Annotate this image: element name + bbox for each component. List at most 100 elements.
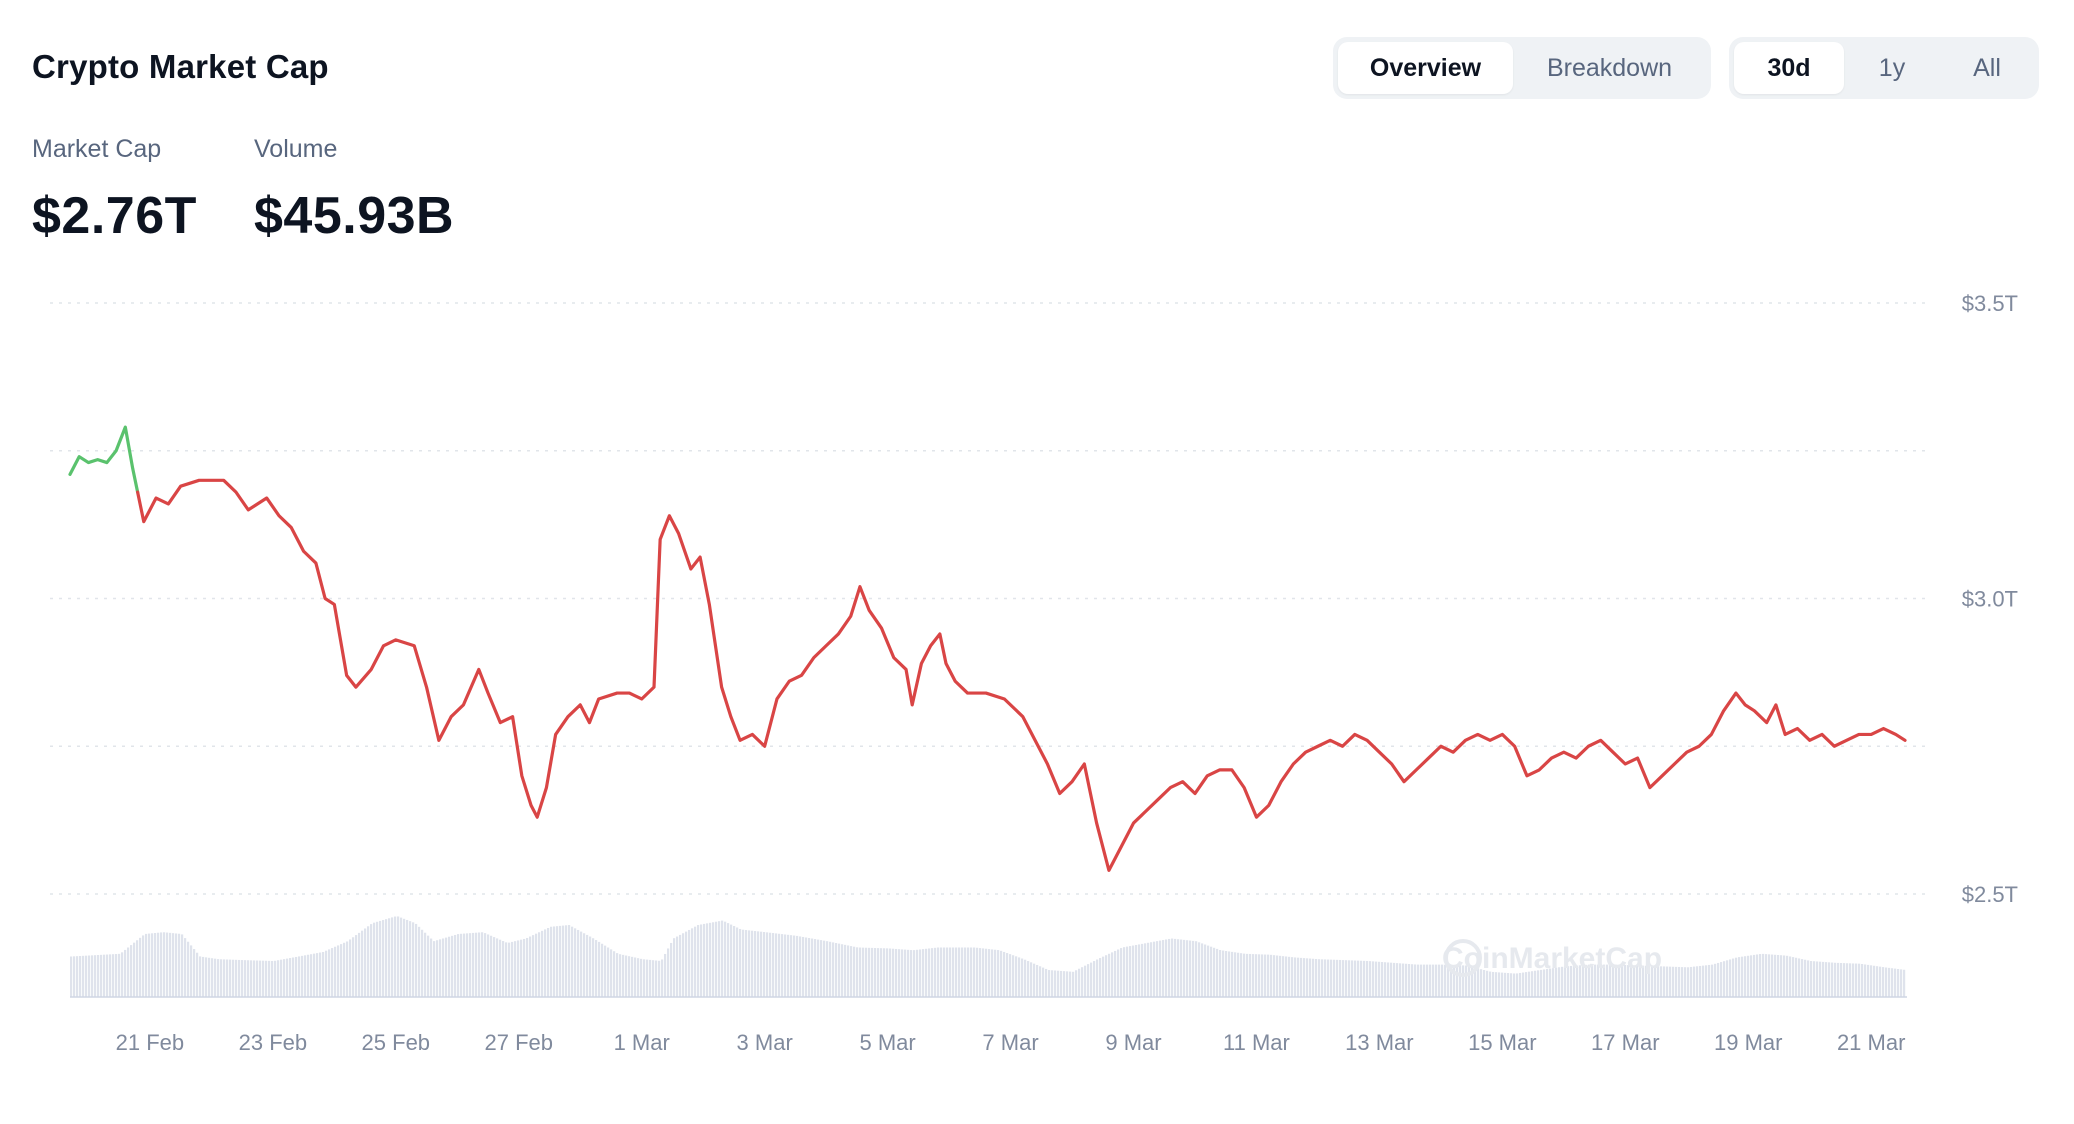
volume-bar (901, 949, 904, 997)
volume-bar (1729, 959, 1732, 997)
volume-bar (976, 947, 979, 997)
volume-bar (217, 959, 220, 997)
volume-bar (913, 950, 916, 997)
volume-bar (670, 942, 673, 997)
volume-bar (1816, 961, 1819, 997)
volume-bar (931, 948, 934, 997)
volume-bar (586, 934, 589, 997)
volume-bar (1342, 960, 1345, 997)
volume-bar (124, 949, 127, 997)
volume-bar (331, 948, 334, 997)
volume-bar (460, 933, 463, 997)
volume-bar (682, 933, 685, 997)
volume-bar (1843, 963, 1846, 997)
x-tick-label: 3 Mar (737, 1030, 793, 1055)
volume-bar (1441, 964, 1444, 997)
volume-bar (280, 959, 283, 997)
range-1y[interactable]: 1y (1878, 53, 1906, 82)
volume-bar (508, 942, 511, 997)
volume-bar (1447, 964, 1450, 997)
volume-bar (742, 929, 745, 997)
volume-bar (907, 949, 910, 997)
volume-bar (880, 948, 883, 997)
volume-bar (1900, 969, 1903, 997)
volume-bar (127, 947, 130, 997)
volume-bar (943, 947, 946, 997)
volume-bar (1009, 954, 1012, 997)
volume-bar (1483, 969, 1486, 997)
volume-bar (703, 923, 706, 997)
range-30d[interactable]: 30d (1734, 42, 1844, 94)
volume-bar (466, 933, 469, 997)
volume-stat: Volume $45.93B (254, 135, 454, 246)
volume-bar (1828, 962, 1831, 997)
volume-bar (871, 947, 874, 997)
volume-bar (1162, 940, 1165, 997)
volume-bar (310, 954, 313, 997)
volume-bar (1246, 953, 1249, 997)
volume-bar (802, 936, 805, 997)
volume-bar (1873, 965, 1876, 997)
volume-bar (1204, 944, 1207, 997)
volume-bar (1780, 955, 1783, 997)
volume-bar (526, 937, 529, 997)
volume-bar (1591, 964, 1594, 997)
volume-bar (1735, 957, 1738, 997)
y-grid (50, 302, 1928, 895)
volume-bar (1813, 961, 1816, 997)
volume-bar (322, 952, 325, 997)
volume-bar (598, 941, 601, 997)
volume-bar (70, 956, 73, 997)
volume-bar (514, 941, 517, 997)
volume-bar (1411, 964, 1414, 997)
volume-bar (1819, 961, 1822, 997)
volume-bar (733, 926, 736, 997)
volume-bar (412, 922, 415, 997)
volume-bar (883, 948, 886, 997)
volume-bar (1213, 947, 1216, 997)
volume-bar (955, 947, 958, 997)
volume-bar (433, 941, 436, 997)
volume-bar (934, 947, 937, 997)
volume-bar (1027, 961, 1030, 997)
volume-bar (910, 950, 913, 997)
volume-bar (1615, 964, 1618, 997)
volume-bar (1882, 967, 1885, 997)
volume-bar (994, 949, 997, 997)
volume-bar (418, 926, 421, 997)
tab-overview[interactable]: Overview (1338, 42, 1513, 94)
volume-bar (406, 919, 409, 997)
volume-bar (1186, 940, 1189, 997)
tab-breakdown[interactable]: Breakdown (1546, 53, 1673, 82)
volume-bar (1663, 966, 1666, 997)
volume-bar (79, 956, 82, 997)
volume-bar (937, 947, 940, 997)
range-all[interactable]: All (1973, 53, 2001, 82)
range-toggle: 30d 1y All (1729, 37, 2039, 99)
volume-bar (346, 941, 349, 997)
volume-bar (481, 932, 484, 997)
volume-bar (1855, 963, 1858, 997)
volume-bar (1765, 954, 1768, 997)
volume-bar (1651, 965, 1654, 997)
volume-bar (1489, 971, 1492, 997)
volume-bar (553, 926, 556, 997)
volume-bar (523, 938, 526, 997)
volume-bar (634, 957, 637, 997)
volume-bar (583, 933, 586, 997)
volume-bar (1228, 951, 1231, 997)
volume-bar (1552, 968, 1555, 997)
volume-bar (1852, 963, 1855, 997)
volume-bar (1561, 966, 1564, 997)
volume-bar (547, 927, 550, 997)
volume-bar (1849, 963, 1852, 997)
volume-bar (1129, 946, 1132, 997)
volume-bar (157, 932, 160, 997)
volume-bar (1357, 960, 1360, 997)
volume-bar (1405, 963, 1408, 997)
volume-bar (532, 935, 535, 997)
volume-bar (1786, 955, 1789, 997)
volume-bar (1597, 964, 1600, 997)
volume-bar (1768, 954, 1771, 997)
